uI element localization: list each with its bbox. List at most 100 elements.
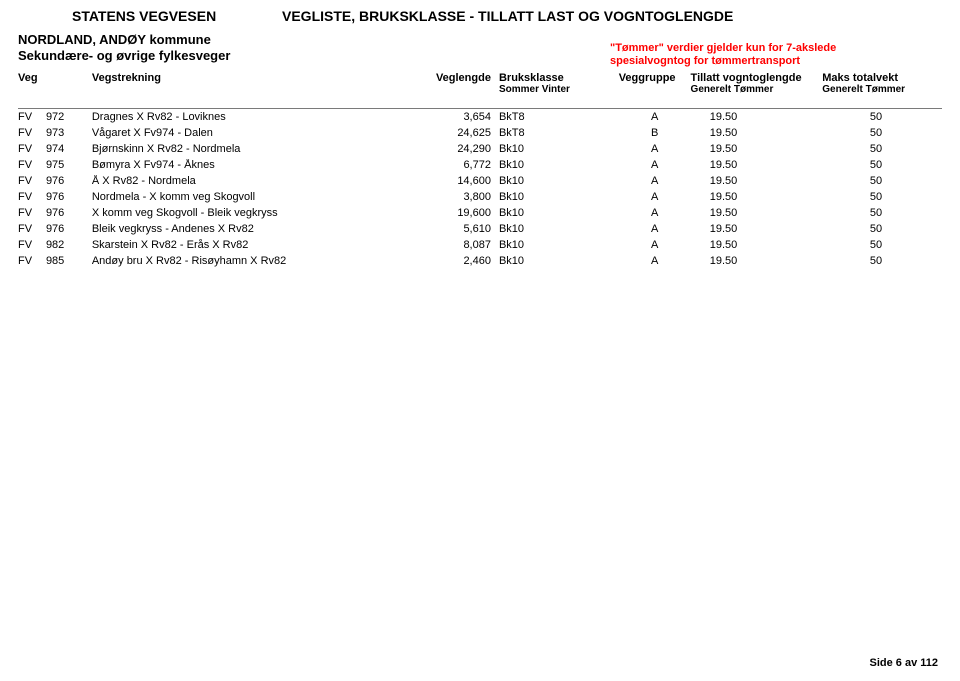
cell-lengde: 14,600: [427, 175, 499, 187]
note-line1: "Tømmer" verdier gjelder kun for 7-aksle…: [610, 42, 870, 55]
cell-lengde: 2,460: [427, 255, 499, 267]
cell-tillatt-generelt: 19.50: [691, 207, 757, 219]
cell-veggruppe: A: [619, 255, 691, 267]
note-line2: spesialvogntog for tømmertransport: [610, 55, 870, 68]
cell-vegnr: 976: [46, 207, 92, 219]
cell-strekning: Bømyra X Fv974 - Åknes: [92, 159, 427, 171]
cell-lengde: 19,600: [427, 207, 499, 219]
cell-vegnr: 976: [46, 191, 92, 203]
cell-veggruppe: B: [619, 127, 691, 139]
cell-maks-generelt: 50: [822, 159, 882, 171]
cell-veggruppe: A: [619, 239, 691, 251]
cell-tillatt-generelt: 19.50: [691, 191, 757, 203]
document-title: VEGLISTE, BRUKSKLASSE - TILLATT LAST OG …: [282, 8, 733, 24]
cell-strekning: Å X Rv82 - Nordmela: [92, 175, 427, 187]
cell-maks-generelt: 50: [822, 111, 882, 123]
cell-bruksklasse-sommer: BkT8: [499, 127, 559, 139]
cell-vegnr: 976: [46, 223, 92, 235]
cell-tillatt-generelt: 19.50: [691, 127, 757, 139]
cell-bruksklasse-sommer: BkT8: [499, 111, 559, 123]
data-table: FV972Dragnes X Rv82 - Loviknes3,654BkT8A…: [18, 108, 942, 269]
cell-strekning: Nordmela - X komm veg Skogvoll: [92, 191, 427, 203]
cell-maks-generelt: 50: [822, 175, 882, 187]
col-maks-sub: Generelt Tømmer: [822, 84, 942, 95]
tommer-note: "Tømmer" verdier gjelder kun for 7-aksle…: [610, 42, 870, 68]
cell-strekning: Vågaret X Fv974 - Dalen: [92, 127, 427, 139]
col-maks-label: Maks totalvekt: [822, 72, 942, 84]
cell-maks-generelt: 50: [822, 255, 882, 267]
cell-vegnr: 982: [46, 239, 92, 251]
cell-veggruppe: A: [619, 207, 691, 219]
cell-vegkat: FV: [18, 159, 46, 171]
cell-bruksklasse-sommer: Bk10: [499, 143, 559, 155]
cell-strekning: Bleik vegkryss - Andenes X Rv82: [92, 223, 427, 235]
cell-vegnr: 974: [46, 143, 92, 155]
cell-lengde: 24,290: [427, 143, 499, 155]
cell-vegkat: FV: [18, 191, 46, 203]
table-row: FV975Bømyra X Fv974 - Åknes6,772Bk10A19.…: [18, 157, 942, 173]
region-line2: Sekundære- og øvrige fylkesveger: [18, 48, 230, 64]
table-row: FV976Bleik vegkryss - Andenes X Rv825,61…: [18, 221, 942, 237]
cell-maks-generelt: 50: [822, 191, 882, 203]
col-tillatt-sub: Generelt Tømmer: [691, 84, 823, 95]
cell-tillatt-generelt: 19.50: [691, 159, 757, 171]
cell-vegkat: FV: [18, 143, 46, 155]
region-line1: NORDLAND, ANDØY kommune: [18, 32, 230, 48]
cell-veggruppe: A: [619, 191, 691, 203]
cell-vegkat: FV: [18, 239, 46, 251]
cell-vegkat: FV: [18, 223, 46, 235]
table-row: FV976Nordmela - X komm veg Skogvoll3,800…: [18, 189, 942, 205]
table-row: FV976Å X Rv82 - Nordmela14,600Bk10A19.50…: [18, 173, 942, 189]
title-row: STATENS VEGVESEN VEGLISTE, BRUKSKLASSE -…: [72, 8, 920, 24]
cell-maks-generelt: 50: [822, 143, 882, 155]
cell-veggruppe: A: [619, 111, 691, 123]
col-bruksklasse-sub: Sommer Vinter: [499, 84, 619, 95]
table-row: FV973Vågaret X Fv974 - Dalen24,625BkT8 B1…: [18, 125, 942, 141]
cell-tillatt-generelt: 19.50: [691, 239, 757, 251]
col-bruksklasse-label: Bruksklasse: [499, 72, 619, 84]
col-vegstrekning: Vegstrekning: [92, 72, 427, 95]
cell-bruksklasse-sommer: Bk10: [499, 207, 559, 219]
cell-bruksklasse-sommer: Bk10: [499, 255, 559, 267]
cell-lengde: 3,654: [427, 111, 499, 123]
page-footer: Side 6 av 112: [870, 657, 939, 669]
cell-vegnr: 973: [46, 127, 92, 139]
cell-strekning: Andøy bru X Rv82 - Risøyhamn X Rv82: [92, 255, 427, 267]
cell-maks-generelt: 50: [822, 223, 882, 235]
cell-lengde: 6,772: [427, 159, 499, 171]
cell-veggruppe: A: [619, 159, 691, 171]
cell-veggruppe: A: [619, 175, 691, 187]
cell-bruksklasse-sommer: Bk10: [499, 159, 559, 171]
cell-tillatt-generelt: 19.50: [691, 255, 757, 267]
col-bruksklasse: Bruksklasse Sommer Vinter: [499, 72, 619, 95]
cell-veggruppe: A: [619, 223, 691, 235]
cell-vegkat: FV: [18, 207, 46, 219]
cell-maks-generelt: 50: [822, 207, 882, 219]
col-veg: Veg: [18, 72, 46, 95]
cell-strekning: Bjørnskinn X Rv82 - Nordmela: [92, 143, 427, 155]
table-row: FV974Bjørnskinn X Rv82 - Nordmela24,290B…: [18, 141, 942, 157]
cell-maks-generelt: 50: [822, 239, 882, 251]
cell-lengde: 5,610: [427, 223, 499, 235]
col-veggruppe: Veggruppe: [619, 72, 691, 95]
cell-bruksklasse-sommer: Bk10: [499, 223, 559, 235]
cell-vegnr: 976: [46, 175, 92, 187]
cell-vegkat: FV: [18, 255, 46, 267]
col-tillatt-label: Tillatt vogntoglengde: [691, 72, 823, 84]
cell-lengde: 24,625: [427, 127, 499, 139]
cell-veggruppe: A: [619, 143, 691, 155]
page: STATENS VEGVESEN VEGLISTE, BRUKSKLASSE -…: [0, 0, 960, 681]
col-vegnr-spacer: [46, 72, 92, 95]
cell-tillatt-generelt: 19.50: [691, 111, 757, 123]
cell-strekning: Dragnes X Rv82 - Loviknes: [92, 111, 427, 123]
cell-maks-generelt: 50: [822, 127, 882, 139]
cell-bruksklasse-sommer: Bk10: [499, 239, 559, 251]
cell-bruksklasse-sommer: Bk10: [499, 175, 559, 187]
cell-vegkat: FV: [18, 175, 46, 187]
cell-vegkat: FV: [18, 127, 46, 139]
col-tillatt: Tillatt vogntoglengde Generelt Tømmer: [691, 72, 823, 95]
cell-vegkat: FV: [18, 111, 46, 123]
agency-title: STATENS VEGVESEN: [72, 8, 282, 24]
col-veglengde: Veglengde: [427, 72, 499, 95]
cell-vegnr: 972: [46, 111, 92, 123]
